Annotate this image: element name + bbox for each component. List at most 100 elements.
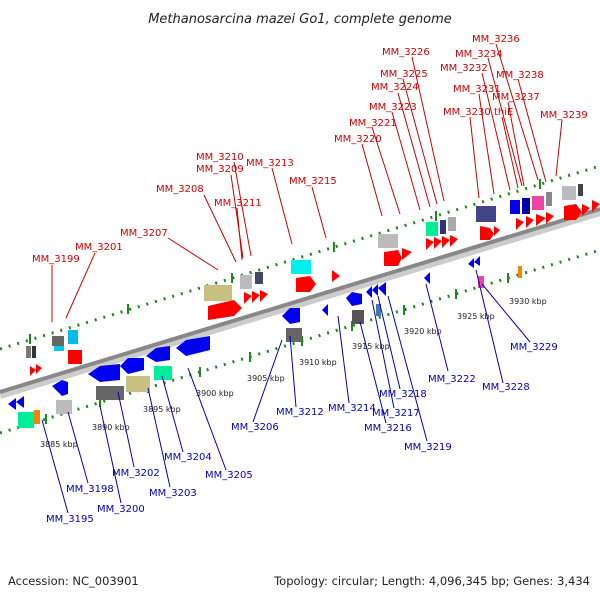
- forward-gene-label: MM_3226: [382, 47, 430, 58]
- gene-feature: [332, 270, 340, 282]
- reverse-gene-label: MM_3228: [482, 382, 530, 393]
- reverse-gene-label: MM_3212: [276, 407, 324, 418]
- gene-feature: [372, 284, 378, 296]
- gene-feature: [120, 358, 144, 374]
- gene-feature: [378, 282, 386, 296]
- gene-feature: [592, 200, 600, 212]
- reverse-gene-label: MM_3216: [364, 423, 412, 434]
- reverse-gene-label: MM_3205: [205, 470, 253, 481]
- forward-gene-label: MM_3207: [120, 228, 168, 239]
- forward-gene-label: MM_3199: [32, 254, 80, 265]
- gene-feature: [450, 235, 458, 247]
- reverse-gene-label: MM_3218: [379, 389, 427, 400]
- gene-feature: [582, 204, 590, 216]
- gene-feature: [536, 214, 546, 226]
- tick-label: 3920 kbp: [404, 327, 442, 336]
- gene-feature: [154, 366, 172, 380]
- gene-feature: [244, 292, 252, 304]
- gene-feature: [52, 380, 68, 396]
- gene-feature: [510, 200, 520, 214]
- forward-gene-label: MM_3239: [540, 110, 588, 121]
- gene-feature: [54, 346, 64, 351]
- gene-feature: [448, 217, 456, 231]
- reverse-gene-label: MM_3214: [328, 403, 376, 414]
- gene-feature: [578, 184, 583, 196]
- forward-gene-label: MM_3238: [496, 70, 544, 81]
- forward-gene-label: MM_3237: [492, 92, 540, 103]
- gene-feature: [52, 336, 64, 346]
- tick-label: 3890 kbp: [92, 423, 130, 432]
- gene-feature: [494, 226, 500, 236]
- gene-feature: [522, 198, 530, 214]
- gene-feature: [34, 410, 40, 424]
- gene-feature: [8, 398, 16, 410]
- gene-feature: [126, 376, 150, 392]
- gene-feature: [378, 234, 398, 248]
- gene-feature: [526, 216, 534, 228]
- gene-feature: [252, 291, 260, 303]
- gene-feature: [291, 260, 311, 274]
- gene-feature: [426, 238, 434, 250]
- forward-gene-label: MM_3232: [440, 63, 488, 74]
- gene-feature: [352, 310, 364, 324]
- gene-feature: [562, 186, 576, 200]
- reverse-label-connectors: [41, 269, 531, 514]
- gene-feature: [476, 206, 496, 222]
- reverse-gene-label: MM_3206: [231, 422, 279, 433]
- gene-feature: [478, 276, 484, 288]
- gene-feature: [442, 236, 450, 248]
- gene-feature: [402, 248, 412, 260]
- gene-feature: [36, 364, 42, 374]
- gene-feature: [518, 266, 522, 278]
- forward-gene-label: MM_3208: [156, 184, 204, 195]
- forward-genes: [26, 184, 600, 376]
- reverse-gene-label: MM_3222: [428, 374, 476, 385]
- reverse-gene-label: MM_3202: [112, 468, 160, 479]
- reverse-gene-label: MM_3200: [97, 504, 145, 515]
- gene-feature: [424, 272, 430, 284]
- gene-feature: [480, 226, 494, 240]
- gene-feature: [516, 218, 524, 230]
- tick-labels: 3885 kbp 3890 kbp 3895 kbp 3900 kbp 3905…: [40, 297, 547, 449]
- forward-gene-label: MM_3221: [349, 118, 397, 129]
- accession-text: Accession: NC_003901: [8, 574, 139, 588]
- gene-feature: [440, 220, 446, 234]
- gene-feature: [68, 350, 82, 364]
- gene-feature: [16, 396, 24, 408]
- gene-feature: [255, 272, 263, 284]
- forward-gene-label: MM_3230: [443, 107, 491, 118]
- forward-gene-label: MM_3215: [289, 176, 337, 187]
- gene-feature: [474, 256, 480, 266]
- reverse-gene-label: MM_3204: [164, 452, 212, 463]
- forward-gene-label: MM_3231: [453, 84, 501, 95]
- tick-label: 3905 kbp: [247, 374, 285, 383]
- gene-feature: [546, 192, 552, 206]
- gene-feature: [532, 196, 544, 210]
- lower-dotted-axis: [0, 248, 600, 435]
- forward-gene-label: MM_3224: [371, 82, 419, 93]
- tick-label: 3900 kbp: [196, 389, 234, 398]
- gene-feature: [564, 204, 582, 220]
- gene-feature: [286, 328, 302, 342]
- gene-feature: [426, 222, 438, 236]
- gene-feature: [68, 330, 78, 344]
- gene-feature: [260, 290, 268, 302]
- forward-gene-label: MM_3213: [246, 158, 294, 169]
- gene-feature: [26, 346, 31, 358]
- forward-gene-label: MM_3225: [380, 69, 428, 80]
- forward-gene-label: MM_3220: [334, 134, 382, 145]
- forward-labels: MM_3199 MM_3201 MM_3207 MM_3208 MM_3209 …: [32, 34, 588, 265]
- gene-feature: [96, 386, 124, 400]
- gene-feature: [434, 237, 442, 249]
- tick-label: 3885 kbp: [40, 440, 78, 449]
- gene-feature: [346, 292, 362, 306]
- forward-gene-label: thiE: [494, 107, 513, 118]
- gene-feature: [376, 304, 381, 316]
- forward-gene-label: MM_3223: [369, 102, 417, 113]
- forward-gene-label: MM_3201: [75, 242, 123, 253]
- reverse-gene-label: MM_3203: [149, 488, 197, 499]
- tick-label: 3930 kbp: [509, 297, 547, 306]
- tick-label: 3915 kbp: [352, 342, 390, 351]
- gene-feature: [88, 364, 120, 382]
